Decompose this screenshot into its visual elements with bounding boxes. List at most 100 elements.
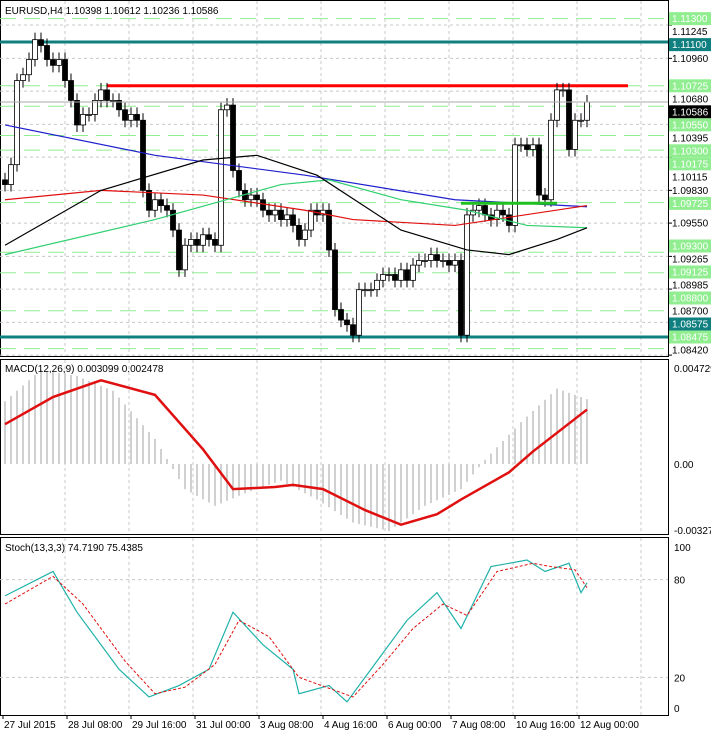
candle-body xyxy=(152,199,158,211)
candle-body xyxy=(254,194,260,201)
candle-body xyxy=(320,209,326,216)
price-axis-label: 1.09265 xyxy=(672,255,709,266)
level-label-bg xyxy=(669,330,711,344)
candle-body xyxy=(350,324,356,336)
candle-body xyxy=(542,194,548,201)
level-label-bg xyxy=(669,157,711,171)
moving-average-black xyxy=(4,154,588,256)
candle-body xyxy=(482,205,488,216)
candle-body xyxy=(2,179,8,185)
candle-body xyxy=(476,205,482,211)
candle-body xyxy=(272,209,278,216)
time-axis-label: 6 Aug 00:00 xyxy=(388,720,442,731)
candle-body xyxy=(428,254,434,261)
price-axis-label: 1.10680 xyxy=(672,94,709,105)
candle-body xyxy=(104,89,110,101)
candle-body xyxy=(92,100,98,115)
candle-body xyxy=(284,214,290,220)
candle-body xyxy=(128,114,134,121)
macd-axis-label: -0.003277 xyxy=(674,526,711,537)
candle-body xyxy=(56,59,62,66)
candle-body xyxy=(248,194,254,201)
level-label: 1.10550 xyxy=(672,120,709,131)
candle-body xyxy=(212,239,218,246)
moving-average-green xyxy=(4,179,588,256)
candle-body xyxy=(122,109,128,121)
candle-body xyxy=(344,319,350,326)
candle-body xyxy=(524,144,530,150)
stoch-signal-line xyxy=(4,562,588,698)
time-axis-label: 7 Aug 08:00 xyxy=(452,720,506,731)
candle-body xyxy=(536,144,542,196)
candle-body xyxy=(170,209,176,231)
stoch-panel xyxy=(0,537,669,716)
price-axis-label: 1.10960 xyxy=(672,54,709,65)
level-label-bg xyxy=(669,38,711,52)
stoch-axis-label: 0 xyxy=(674,704,680,715)
price-axis-label: 1.09550 xyxy=(672,219,709,230)
candle-body xyxy=(548,119,554,201)
candle-body xyxy=(80,114,86,126)
candle-body xyxy=(308,209,314,231)
level-label-bg xyxy=(669,144,711,158)
candle-body xyxy=(176,229,182,271)
candle-body xyxy=(38,39,44,46)
stoch-axis-label: 80 xyxy=(674,576,686,587)
level-label-bg xyxy=(669,317,711,331)
time-axis-label: 12 Aug 00:00 xyxy=(580,720,639,731)
candle-body xyxy=(302,229,308,240)
candle-body xyxy=(44,45,50,60)
candle-body xyxy=(278,209,284,220)
candle-body xyxy=(98,89,104,101)
candle-body xyxy=(458,260,464,336)
candle-body xyxy=(182,244,188,271)
price-axis-label: 1.10395 xyxy=(672,133,709,144)
candle-body xyxy=(440,260,446,262)
level-label: 1.08800 xyxy=(672,294,709,305)
current-price-label: 1.10586 xyxy=(672,107,709,118)
current-price-label-bg xyxy=(669,105,711,119)
candle-body xyxy=(116,100,122,111)
candle-body xyxy=(236,170,242,191)
level-label-bg xyxy=(669,291,711,305)
candle-body xyxy=(578,119,584,122)
candle-body xyxy=(434,254,440,261)
time-axis-label: 4 Aug 16:00 xyxy=(324,720,378,731)
candle-body xyxy=(452,260,458,266)
level-label: 1.11300 xyxy=(672,14,708,25)
chart-header: EURUSD,H4 1.10398 1.10612 1.10236 1.1058… xyxy=(5,6,219,17)
time-axis-label: 31 Jul 00:00 xyxy=(196,720,251,731)
candle-body xyxy=(338,309,344,321)
macd-axis-label: 0.004729 xyxy=(674,364,711,375)
level-label: 1.10300 xyxy=(672,146,709,157)
candle-body xyxy=(296,225,302,240)
candle-body xyxy=(554,89,560,121)
candle-body xyxy=(140,119,146,191)
level-label: 1.09125 xyxy=(672,268,709,279)
candle-body xyxy=(86,114,92,116)
time-axis-label: 27 Jul 2015 xyxy=(4,720,56,731)
candle-body xyxy=(266,209,272,216)
candle-body xyxy=(14,80,20,166)
candle-body xyxy=(50,59,56,66)
candle-body xyxy=(584,101,590,121)
candle-body xyxy=(290,214,296,226)
candle-body xyxy=(500,209,506,216)
candle-body xyxy=(572,119,578,150)
candle-body xyxy=(188,239,194,246)
candle-body xyxy=(134,114,140,121)
price-axis-label: 1.11245 xyxy=(672,27,708,38)
candle-body xyxy=(20,74,26,81)
time-axis-label: 28 Jul 08:00 xyxy=(68,720,123,731)
candle-body xyxy=(566,89,572,150)
level-label-bg xyxy=(669,196,711,210)
candle-body xyxy=(464,214,470,336)
candle-body xyxy=(200,234,206,246)
level-label: 1.11100 xyxy=(672,40,707,51)
price-axis-label: 1.10115 xyxy=(672,172,708,183)
candle-body xyxy=(362,289,368,292)
stoch-axis-label: 20 xyxy=(674,673,686,684)
price-axis-label: 1.08985 xyxy=(672,281,709,292)
